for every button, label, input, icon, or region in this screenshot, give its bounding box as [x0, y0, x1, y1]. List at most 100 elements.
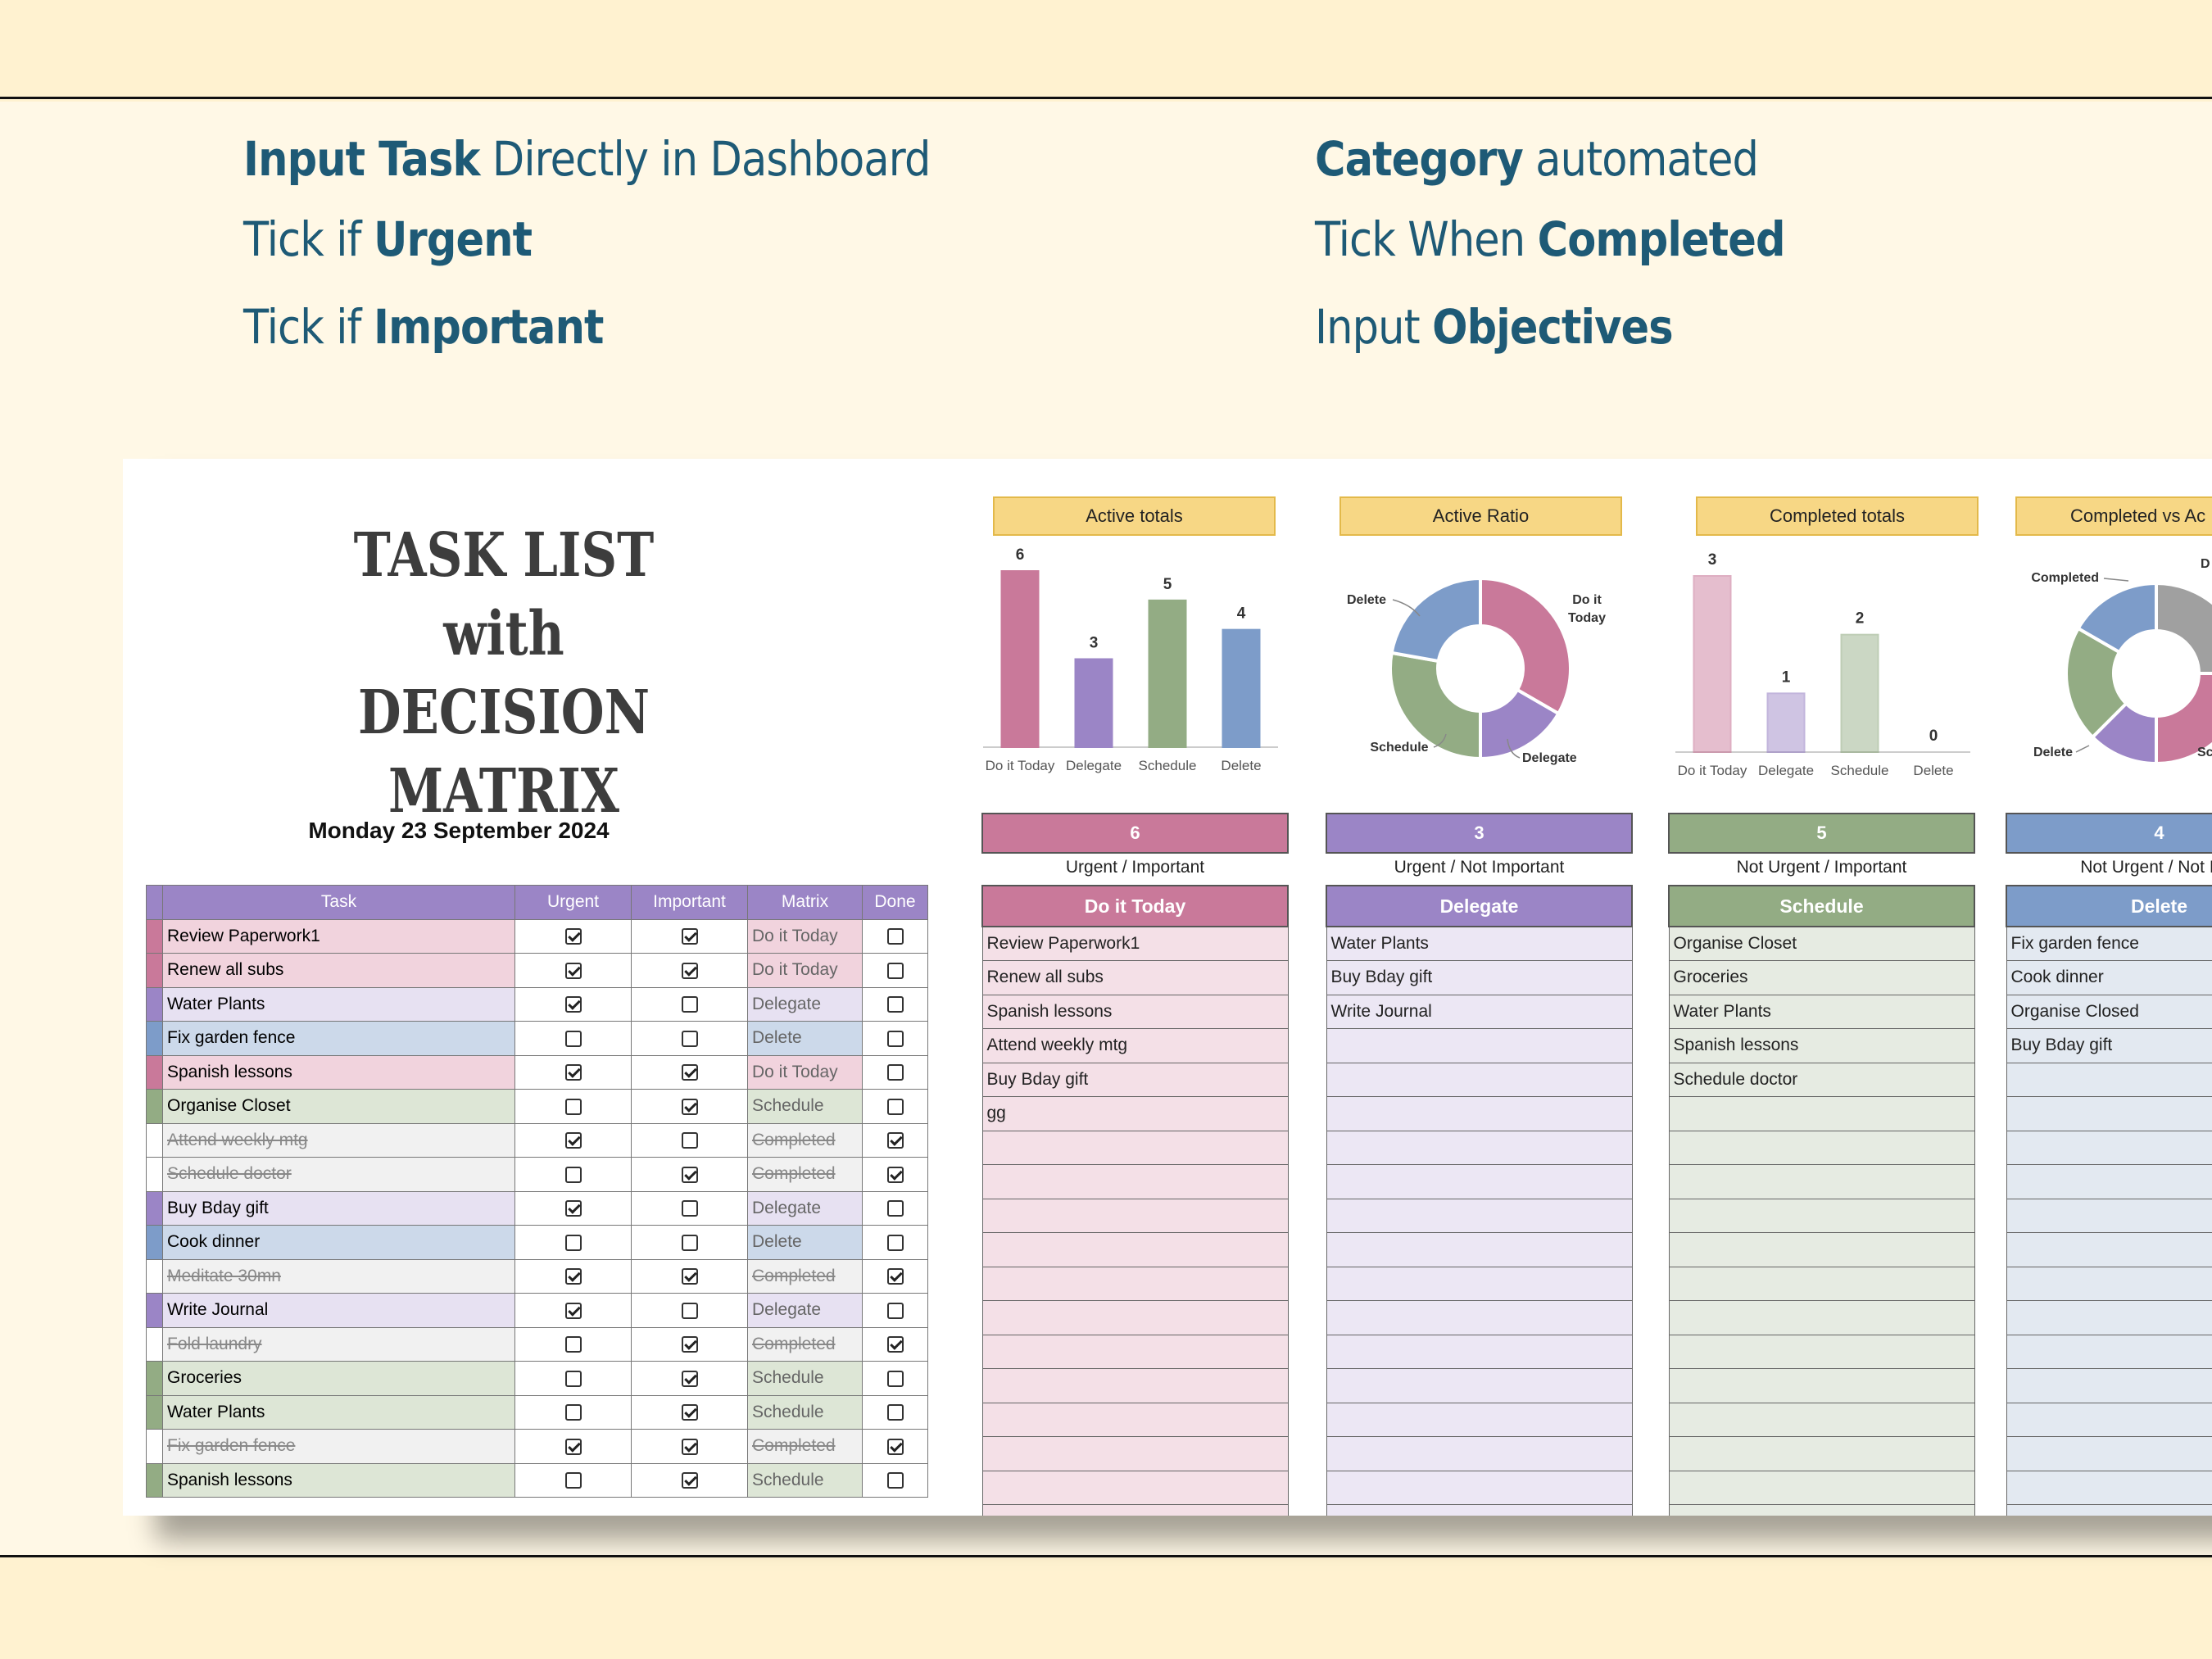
quadrant-item[interactable]: Cook dinner: [2006, 960, 2212, 995]
done-checkbox[interactable]: [886, 1404, 904, 1421]
urgent-checkbox[interactable]: [564, 1234, 582, 1251]
urgent-checkbox[interactable]: [564, 996, 582, 1013]
urgent-checkbox[interactable]: [564, 1336, 582, 1353]
quadrant-item[interactable]: [2006, 1266, 2212, 1301]
task-name-cell[interactable]: Cook dinner: [162, 1225, 515, 1260]
task-name-cell[interactable]: Renew all subs: [162, 953, 515, 988]
quadrant-item[interactable]: [1668, 1504, 1975, 1516]
quadrant-item[interactable]: Organise Closet: [1668, 926, 1975, 961]
important-checkbox[interactable]: [681, 1302, 698, 1319]
quadrant-item[interactable]: [981, 1436, 1289, 1471]
quadrant-item[interactable]: [2006, 1198, 2212, 1233]
important-checkbox[interactable]: [681, 1438, 698, 1455]
quadrant-item[interactable]: [2006, 1300, 2212, 1335]
quadrant-item[interactable]: [981, 1470, 1289, 1505]
urgent-checkbox[interactable]: [564, 962, 582, 979]
important-checkbox[interactable]: [681, 962, 698, 979]
task-name-cell[interactable]: Groceries: [162, 1361, 515, 1396]
done-checkbox[interactable]: [886, 1370, 904, 1387]
urgent-checkbox[interactable]: [564, 1098, 582, 1115]
quadrant-item[interactable]: Spanish lessons: [1668, 1028, 1975, 1063]
task-name-cell[interactable]: Fold laundry: [162, 1326, 515, 1362]
quadrant-item[interactable]: [1668, 1096, 1975, 1131]
quadrant-item[interactable]: [1326, 1232, 1633, 1267]
task-name-cell[interactable]: Organise Closet: [162, 1089, 515, 1124]
important-checkbox[interactable]: [681, 1200, 698, 1217]
done-checkbox[interactable]: [886, 1132, 904, 1149]
quadrant-item[interactable]: [1668, 1368, 1975, 1403]
urgent-checkbox[interactable]: [564, 1200, 582, 1217]
urgent-checkbox[interactable]: [564, 1064, 582, 1081]
quadrant-item[interactable]: Review Paperwork1: [981, 926, 1289, 961]
quadrant-item[interactable]: [2006, 1096, 2212, 1131]
quadrant-item[interactable]: Organise Closed: [2006, 994, 2212, 1029]
quadrant-item[interactable]: [1326, 1266, 1633, 1301]
done-checkbox[interactable]: [886, 1064, 904, 1081]
quadrant-item[interactable]: [1326, 1368, 1633, 1403]
quadrant-item[interactable]: [1326, 1062, 1633, 1097]
quadrant-item[interactable]: [1668, 1470, 1975, 1505]
quadrant-item[interactable]: Buy Bday gift: [2006, 1028, 2212, 1063]
quadrant-item[interactable]: [1668, 1300, 1975, 1335]
quadrant-item[interactable]: [2006, 1164, 2212, 1199]
quadrant-item[interactable]: [1326, 1402, 1633, 1437]
quadrant-item[interactable]: [2006, 1334, 2212, 1369]
quadrant-item[interactable]: [2006, 1436, 2212, 1471]
quadrant-item[interactable]: [2006, 1470, 2212, 1505]
quadrant-item[interactable]: [1326, 1300, 1633, 1335]
quadrant-item[interactable]: [2006, 1504, 2212, 1516]
important-checkbox[interactable]: [681, 1234, 698, 1251]
urgent-checkbox[interactable]: [564, 1302, 582, 1319]
quadrant-item[interactable]: [1668, 1334, 1975, 1369]
done-checkbox[interactable]: [886, 1302, 904, 1319]
quadrant-item[interactable]: [1326, 1028, 1633, 1063]
quadrant-item[interactable]: [2006, 1368, 2212, 1403]
done-checkbox[interactable]: [886, 1098, 904, 1115]
quadrant-item[interactable]: [981, 1504, 1289, 1516]
important-checkbox[interactable]: [681, 1336, 698, 1353]
task-name-cell[interactable]: Meditate 30mn: [162, 1258, 515, 1294]
quadrant-item[interactable]: [981, 1266, 1289, 1301]
important-checkbox[interactable]: [681, 1098, 698, 1115]
task-name-cell[interactable]: Spanish lessons: [162, 1462, 515, 1498]
done-checkbox[interactable]: [886, 1336, 904, 1353]
task-name-cell[interactable]: Attend weekly mtg: [162, 1122, 515, 1158]
quadrant-item[interactable]: Fix garden fence: [2006, 926, 2212, 961]
urgent-checkbox[interactable]: [564, 1404, 582, 1421]
quadrant-item[interactable]: [1668, 1164, 1975, 1199]
quadrant-item[interactable]: [1326, 1096, 1633, 1131]
important-checkbox[interactable]: [681, 1404, 698, 1421]
done-checkbox[interactable]: [886, 1166, 904, 1183]
task-name-cell[interactable]: Water Plants: [162, 986, 515, 1022]
urgent-checkbox[interactable]: [564, 1472, 582, 1489]
quadrant-item[interactable]: [981, 1300, 1289, 1335]
done-checkbox[interactable]: [886, 1438, 904, 1455]
quadrant-item[interactable]: [2006, 1062, 2212, 1097]
quadrant-item[interactable]: gg: [981, 1096, 1289, 1131]
task-name-cell[interactable]: Review Paperwork1: [162, 918, 515, 954]
quadrant-item[interactable]: [2006, 1130, 2212, 1165]
task-name-cell[interactable]: Water Plants: [162, 1394, 515, 1430]
quadrant-item[interactable]: Groceries: [1668, 960, 1975, 995]
quadrant-item[interactable]: [1668, 1130, 1975, 1165]
quadrant-item[interactable]: [1326, 1504, 1633, 1516]
task-name-cell[interactable]: Write Journal: [162, 1293, 515, 1328]
important-checkbox[interactable]: [681, 996, 698, 1013]
quadrant-item[interactable]: Write Journal: [1326, 994, 1633, 1029]
quadrant-item[interactable]: Water Plants: [1668, 994, 1975, 1029]
quadrant-item[interactable]: [981, 1232, 1289, 1267]
urgent-checkbox[interactable]: [564, 928, 582, 945]
quadrant-item[interactable]: [981, 1198, 1289, 1233]
done-checkbox[interactable]: [886, 1200, 904, 1217]
quadrant-item[interactable]: [981, 1164, 1289, 1199]
quadrant-item[interactable]: [1326, 1198, 1633, 1233]
done-checkbox[interactable]: [886, 996, 904, 1013]
task-name-cell[interactable]: Buy Bday gift: [162, 1190, 515, 1226]
done-checkbox[interactable]: [886, 928, 904, 945]
quadrant-item[interactable]: Water Plants: [1326, 926, 1633, 961]
important-checkbox[interactable]: [681, 1370, 698, 1387]
done-checkbox[interactable]: [886, 1030, 904, 1047]
quadrant-item[interactable]: Renew all subs: [981, 960, 1289, 995]
quadrant-item[interactable]: [981, 1402, 1289, 1437]
quadrant-item[interactable]: [1326, 1470, 1633, 1505]
